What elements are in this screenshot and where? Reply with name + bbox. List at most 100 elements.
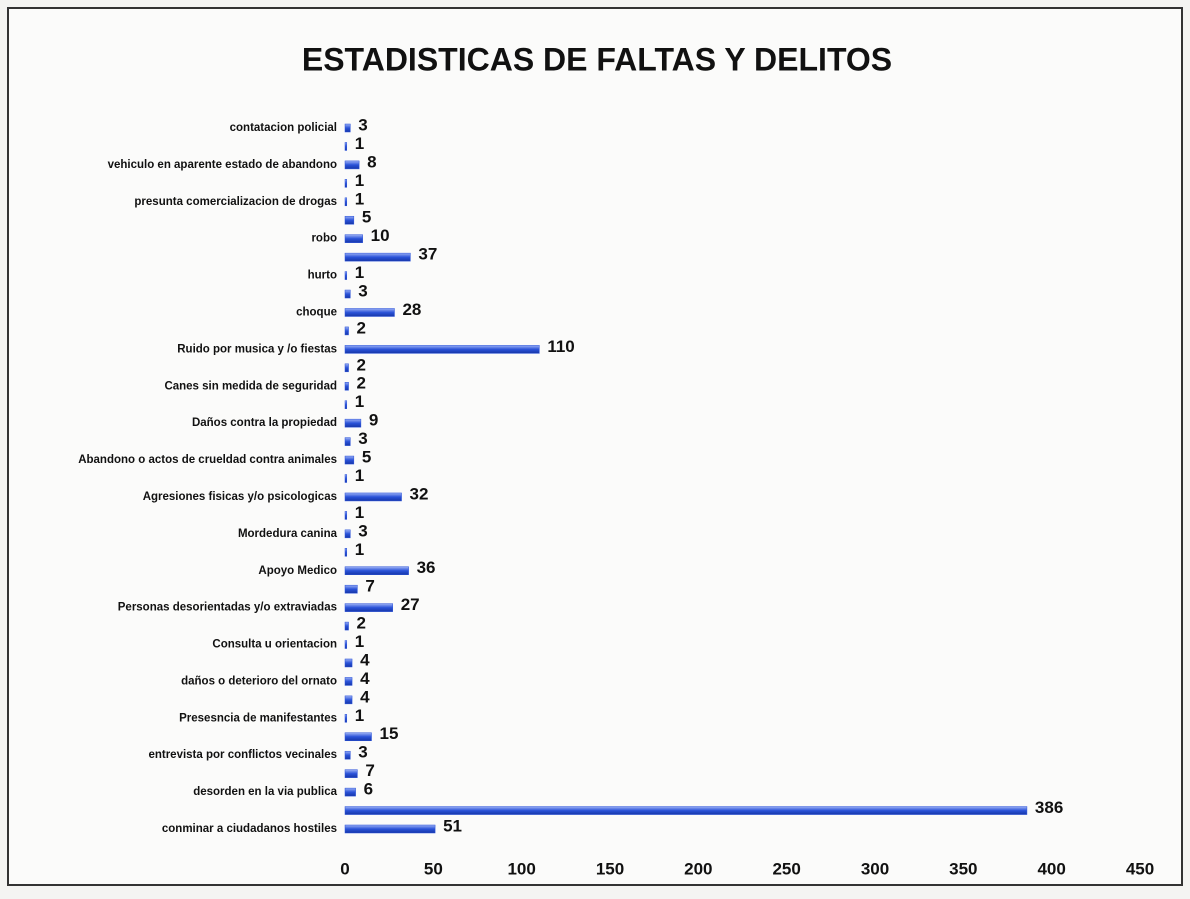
bar — [344, 418, 362, 428]
data-label: 9 — [369, 411, 378, 430]
x-tick-label: 150 — [596, 859, 624, 878]
bar — [344, 197, 348, 207]
y-tick-label: hurto — [308, 270, 337, 282]
x-tick-label: 0 — [340, 859, 349, 878]
bar — [344, 382, 349, 391]
x-tick-label: 200 — [684, 859, 712, 878]
data-label: 3 — [358, 521, 367, 540]
y-tick-label: Presesncia de manifestantes — [179, 712, 337, 724]
data-label: 4 — [360, 687, 370, 706]
bar — [344, 529, 351, 539]
data-label: 3 — [358, 115, 367, 134]
bar — [344, 695, 353, 705]
x-tick-label: 100 — [507, 859, 535, 878]
y-tick-label: daños o deterioro del ornato — [181, 675, 337, 687]
data-label: 1 — [355, 171, 364, 190]
data-label: 1 — [355, 540, 364, 559]
bar — [344, 308, 395, 317]
frame — [7, 7, 1183, 886]
bar — [344, 511, 348, 520]
bar — [344, 455, 355, 465]
x-tick-label: 450 — [1126, 859, 1154, 878]
bar — [344, 271, 348, 280]
bar — [344, 363, 349, 373]
data-label: 1 — [355, 632, 364, 651]
y-tick-label: Personas desorientadas y/o extraviadas — [118, 602, 337, 614]
data-label: 3 — [358, 282, 367, 301]
data-label: 32 — [410, 484, 429, 503]
data-label: 5 — [362, 208, 371, 227]
y-tick-label: contatacion policial — [230, 122, 337, 134]
data-label: 386 — [1035, 798, 1063, 817]
y-tick-label: Daños contra la propiedad — [192, 417, 337, 429]
data-label: 8 — [367, 152, 376, 171]
bar — [344, 640, 348, 649]
data-label: 15 — [380, 724, 399, 743]
data-label: 7 — [365, 577, 374, 596]
data-label: 3 — [358, 429, 367, 448]
x-tick-label: 400 — [1037, 859, 1065, 878]
bar — [344, 289, 351, 299]
data-label: 3 — [358, 743, 367, 762]
bar — [344, 677, 353, 686]
y-tick-label: desorden en la via publica — [193, 786, 337, 798]
bar — [344, 179, 348, 188]
data-label: 27 — [401, 595, 420, 614]
bar — [344, 824, 436, 834]
data-label: 4 — [360, 650, 370, 669]
data-label: 1 — [355, 189, 364, 208]
bar — [344, 345, 540, 354]
x-tick-label: 350 — [949, 859, 977, 878]
chart-title: ESTADISTICAS DE FALTAS Y DELITOS — [302, 41, 892, 77]
y-tick-label: Apoyo Medico — [258, 565, 337, 577]
data-label: 1 — [355, 134, 364, 153]
data-label: 110 — [547, 337, 574, 356]
y-tick-label: presunta comercializacion de drogas — [134, 196, 337, 208]
bar — [344, 400, 348, 409]
data-label: 2 — [357, 614, 366, 633]
data-label: 2 — [357, 355, 366, 374]
y-tick-label: Consulta u orientacion — [212, 639, 337, 651]
bar — [344, 584, 358, 594]
bar — [344, 806, 1028, 815]
y-tick-label: conminar a ciudadanos hostiles — [162, 823, 337, 835]
x-tick-label: 250 — [772, 859, 800, 878]
data-label: 2 — [357, 374, 366, 393]
bar — [344, 437, 351, 446]
data-label: 6 — [364, 780, 373, 799]
data-label: 1 — [355, 263, 364, 282]
bar — [344, 252, 411, 262]
y-tick-label: Canes sin medida de seguridad — [164, 380, 337, 392]
data-label: 28 — [402, 300, 421, 319]
data-label: 37 — [418, 245, 437, 264]
bar — [344, 492, 402, 502]
data-label: 2 — [357, 318, 366, 337]
bar — [344, 621, 349, 631]
y-tick-label: entrevista por conflictos vecinales — [148, 749, 337, 761]
data-label: 51 — [443, 816, 462, 835]
bar — [344, 750, 351, 760]
x-tick-label: 50 — [424, 859, 443, 878]
bar — [344, 123, 351, 133]
data-label: 1 — [355, 706, 364, 725]
bar — [344, 714, 348, 723]
y-tick-label: Ruido por musica y /o fiestas — [177, 343, 337, 355]
bar — [344, 326, 349, 336]
y-tick-label: Abandono o actos de crueldad contra anim… — [78, 454, 337, 466]
y-tick-label: vehiculo en aparente estado de abandono — [108, 159, 337, 171]
data-label: 4 — [360, 669, 370, 688]
data-label: 1 — [355, 466, 364, 485]
bar — [344, 142, 348, 151]
x-tick-label: 300 — [861, 859, 889, 878]
data-label: 10 — [371, 226, 390, 245]
bar — [344, 474, 348, 483]
bar — [344, 769, 358, 778]
bar — [344, 732, 372, 742]
bar — [344, 603, 393, 612]
bar — [344, 658, 353, 668]
y-tick-label: choque — [296, 307, 337, 319]
data-label: 36 — [417, 558, 436, 577]
data-label: 1 — [355, 503, 364, 522]
y-tick-label: Agresiones fisicas y/o psicologicas — [143, 491, 337, 503]
